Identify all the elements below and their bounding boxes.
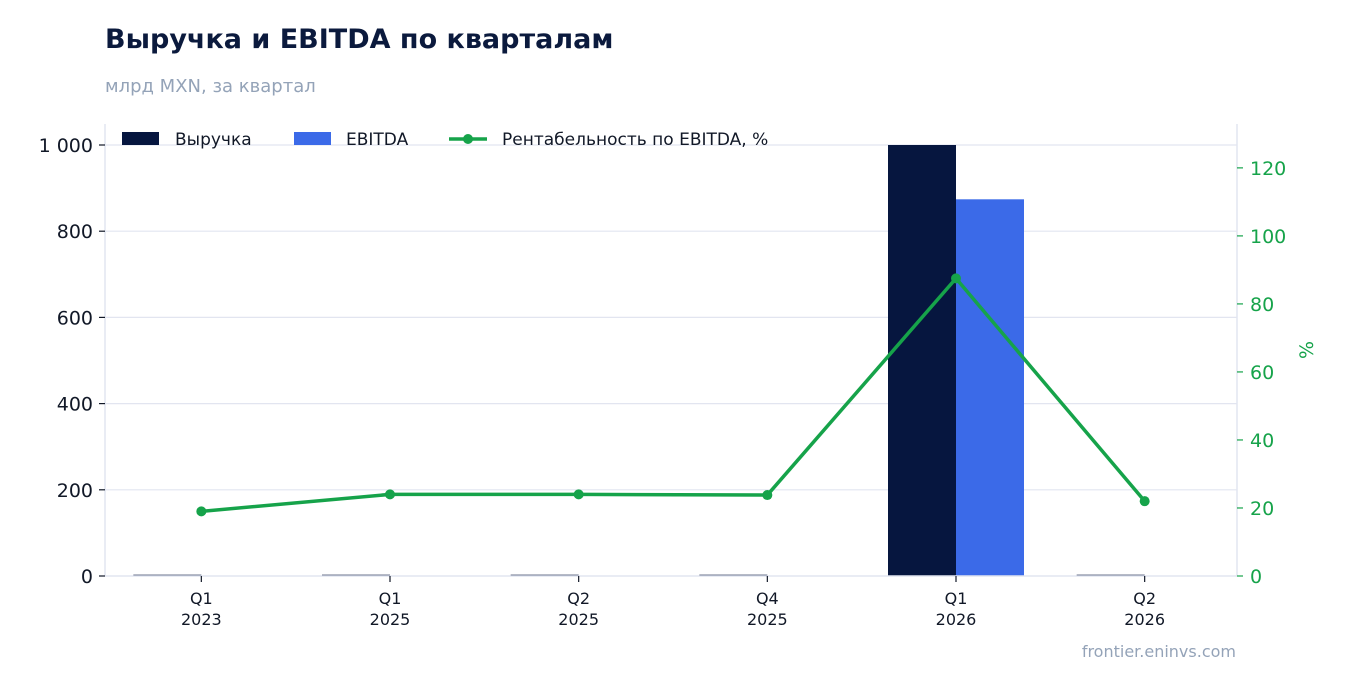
legend-label-ebitda: EBITDA bbox=[346, 130, 409, 150]
chart-subtitle: млрд MXN, за квартал bbox=[105, 76, 316, 97]
legend: Выручка EBITDA Рентабельность по EBITDA, % bbox=[122, 130, 768, 150]
legend-label-revenue: Выручка bbox=[175, 130, 252, 150]
x-tick-label-year: 2025 bbox=[747, 610, 788, 629]
y-left-tick-label: 1 000 bbox=[39, 135, 93, 157]
chart-title: Выручка и EBITDA по кварталам bbox=[105, 24, 614, 55]
y-left-tick-label: 400 bbox=[57, 394, 93, 416]
legend-label-margin: Рентабельность по EBITDA, % bbox=[502, 130, 768, 150]
x-tick-label-year: 2023 bbox=[181, 610, 222, 629]
y-right-tick-label: 60 bbox=[1250, 362, 1274, 384]
x-tick-label-year: 2025 bbox=[370, 610, 411, 629]
point-margin bbox=[1139, 496, 1150, 507]
y-right-tick-label: 120 bbox=[1250, 158, 1286, 180]
point-margin bbox=[385, 489, 395, 500]
point-margin bbox=[951, 273, 961, 284]
x-tick-label-year: 2025 bbox=[558, 610, 599, 629]
x-tick-label-quarter: Q1 bbox=[945, 589, 968, 608]
line-margin bbox=[201, 276, 1147, 514]
x-tick-label-year: 2026 bbox=[936, 610, 977, 629]
bar-revenue bbox=[888, 145, 956, 576]
y-right-tick-label: 0 bbox=[1250, 566, 1262, 588]
y-left-tick-label: 600 bbox=[57, 307, 93, 329]
x-tick-label-quarter: Q1 bbox=[190, 589, 213, 608]
x-tick-label-quarter: Q2 bbox=[1133, 589, 1156, 608]
point-margin bbox=[196, 506, 207, 517]
y-right-axis-label: % bbox=[1296, 341, 1318, 359]
y-right-tick-label: 100 bbox=[1250, 226, 1286, 248]
y-left-tick-label: 0 bbox=[81, 566, 93, 588]
bar-ebitda bbox=[956, 199, 1024, 576]
y-left-tick-label: 200 bbox=[57, 480, 93, 502]
legend-swatch-ebitda bbox=[294, 132, 331, 145]
y-right-tick-label: 40 bbox=[1250, 430, 1274, 452]
y-right-tick-label: 20 bbox=[1250, 498, 1274, 520]
x-tick-label-quarter: Q1 bbox=[379, 589, 402, 608]
x-tick-label-year: 2026 bbox=[1124, 610, 1165, 629]
y-left-tick-label: 800 bbox=[57, 221, 93, 243]
y-right-tick-label: 80 bbox=[1250, 294, 1274, 316]
x-tick-label-quarter: Q2 bbox=[567, 589, 590, 608]
legend-marker-margin bbox=[463, 134, 473, 144]
point-margin bbox=[762, 490, 773, 501]
legend-swatch-revenue bbox=[122, 132, 159, 145]
x-tick-label-quarter: Q4 bbox=[756, 589, 779, 608]
source-credit: frontier.eninvs.com bbox=[1081, 642, 1236, 661]
point-margin bbox=[573, 489, 584, 500]
